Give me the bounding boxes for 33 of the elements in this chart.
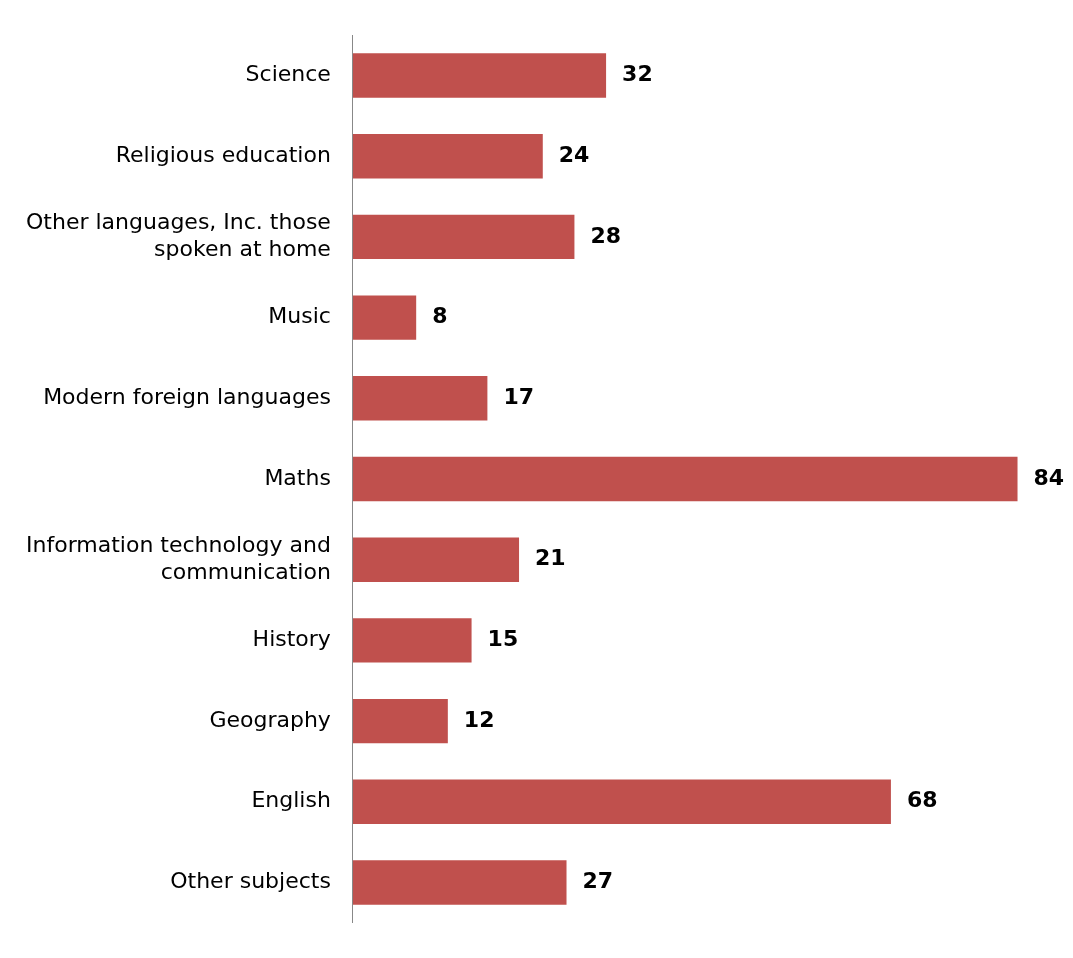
bar <box>352 779 891 824</box>
bar <box>352 456 1018 502</box>
data-label: 27 <box>582 868 614 894</box>
y-tick-label: History <box>252 626 331 652</box>
y-tick-label: Religious education <box>115 141 331 167</box>
y-tick-label: Science <box>245 61 331 87</box>
data-label: 21 <box>535 545 566 571</box>
y-tick-label: Music <box>268 303 331 329</box>
data-label: 12 <box>463 706 495 732</box>
y-tick-label: Other languages, Inc. those spoken at home <box>26 209 331 261</box>
data-label: 32 <box>622 61 653 87</box>
bar <box>352 214 575 260</box>
y-tick-label: Maths <box>264 464 331 490</box>
y-tick-label: English <box>251 787 331 813</box>
data-label: 84 <box>1033 464 1065 490</box>
data-label: 68 <box>906 787 938 813</box>
data-label: 28 <box>590 222 622 248</box>
data-label: 24 <box>558 141 590 167</box>
bar <box>352 134 543 179</box>
y-tick-label: Information technology and communication <box>25 532 331 584</box>
bar <box>352 376 488 421</box>
data-label: 17 <box>503 384 535 410</box>
bar <box>352 618 472 663</box>
y-tick-label: Geography <box>209 706 331 732</box>
data-label: 8 <box>432 303 448 329</box>
y-tick-label: Other subjects <box>170 868 331 894</box>
bar <box>352 295 417 340</box>
bar <box>352 860 567 905</box>
y-tick-label: Modern foreign languages <box>43 384 331 410</box>
bar <box>352 698 448 744</box>
data-label: 15 <box>487 626 519 652</box>
bar <box>352 53 607 98</box>
bar <box>352 537 520 582</box>
